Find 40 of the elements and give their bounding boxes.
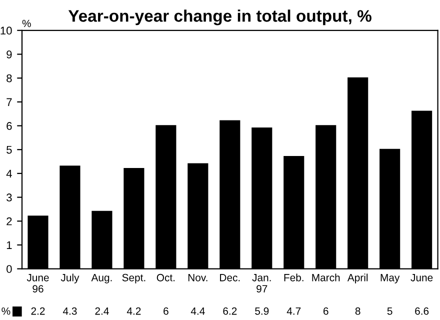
y-tick-label: 9 [6, 50, 12, 58]
data-label: 4.4 [190, 308, 205, 315]
y-tick-label: 2 [6, 217, 12, 226]
y-axis-title: % [22, 20, 31, 28]
x-tick-label: Aug. [91, 274, 112, 284]
legend-label: % [2, 307, 10, 315]
data-label: 2.4 [95, 307, 109, 315]
y-tick-label: 8 [6, 74, 12, 82]
data-label: 6.2 [223, 307, 237, 315]
y-tick-label: 5 [6, 146, 12, 154]
data-label: 4.3 [62, 307, 77, 315]
x-tick-label: May [380, 274, 400, 284]
x-tick-label: June 96 [26, 274, 49, 293]
y-tick-label: 6 [6, 122, 12, 130]
x-tick-label: Dec. [220, 274, 240, 282]
x-tick-label: Oct. [156, 274, 175, 282]
x-tick-label: July [60, 274, 80, 284]
y-tick-label: 1 [6, 241, 12, 249]
data-label: 4.7 [286, 308, 301, 315]
x-tick-label: Feb. [284, 274, 304, 282]
x-tick-label: April [347, 274, 368, 284]
data-label: 6 [323, 307, 328, 315]
y-tick-label: 4 [6, 170, 12, 178]
y-tick-label: 10 [0, 26, 12, 35]
data-label: 2.2 [31, 307, 45, 315]
x-tick-label: Nov. [188, 274, 208, 282]
data-label: 4.2 [126, 307, 141, 315]
data-label: 6 [164, 307, 168, 315]
x-tick-label: Sept. [122, 274, 146, 284]
data-label: 8 [355, 307, 360, 315]
y-tick-label: 7 [6, 98, 12, 106]
data-label: 6.6 [415, 307, 429, 315]
y-tick-label: 3 [6, 194, 12, 202]
data-label: 5.9 [255, 307, 269, 315]
data-label: 5 [387, 308, 392, 315]
y-tick-label: 0 [6, 265, 12, 273]
x-tick-label: June [410, 274, 433, 282]
x-tick-label: March [312, 274, 340, 282]
chart-title: Year-on-year change in total output, % [68, 10, 372, 26]
x-tick-label: Jan. 97 [252, 274, 271, 293]
